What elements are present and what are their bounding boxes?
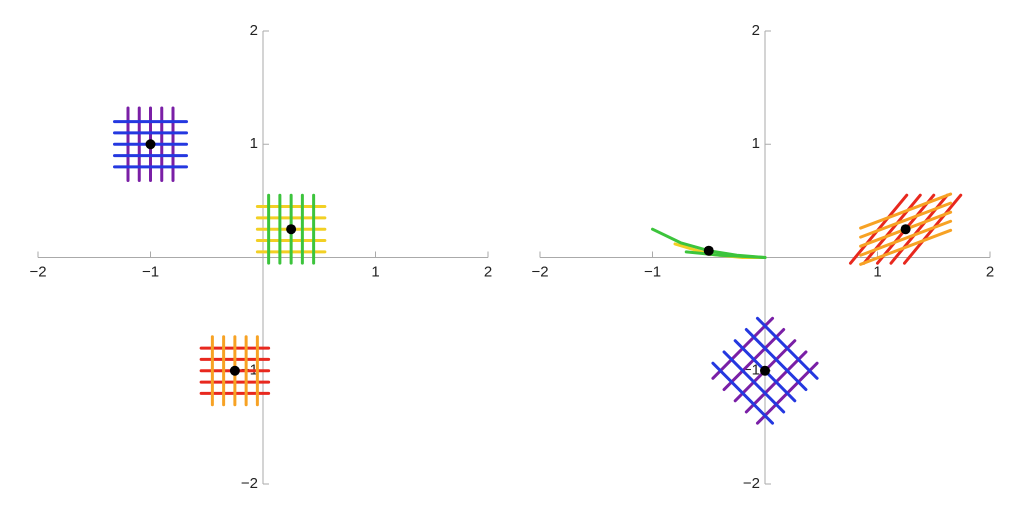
- x-tick-label: 1: [873, 263, 881, 280]
- point: [229, 365, 240, 376]
- x-tick-label: 2: [484, 263, 492, 280]
- grid-curve: [722, 350, 786, 414]
- grid-curve: [859, 192, 953, 230]
- y-tick-label: 1: [250, 135, 258, 152]
- point: [703, 245, 714, 256]
- y-tick-label: 1: [752, 135, 760, 152]
- point: [760, 365, 770, 376]
- grid-curve: [711, 361, 775, 425]
- x-tick-label: −1: [644, 263, 661, 280]
- x-tick-label: 1: [371, 263, 379, 280]
- x-tick-label: −1: [142, 263, 159, 280]
- grid-curve: [859, 228, 953, 266]
- x-tick-label: 2: [986, 263, 994, 280]
- y-tick-label: −2: [241, 475, 258, 492]
- y-tick-label: −2: [743, 475, 760, 492]
- grid-curve: [859, 201, 953, 239]
- point: [145, 139, 156, 150]
- y-tick-label: 2: [250, 22, 258, 39]
- point: [286, 224, 297, 235]
- grid-curve: [859, 219, 953, 257]
- y-tick-label: 2: [752, 22, 760, 39]
- x-tick-label: −2: [29, 263, 46, 280]
- grid-curve: [755, 316, 819, 380]
- grid-curve: [744, 328, 808, 392]
- point: [900, 224, 911, 235]
- grid-curve: [684, 250, 767, 259]
- x-tick-label: −2: [531, 263, 548, 280]
